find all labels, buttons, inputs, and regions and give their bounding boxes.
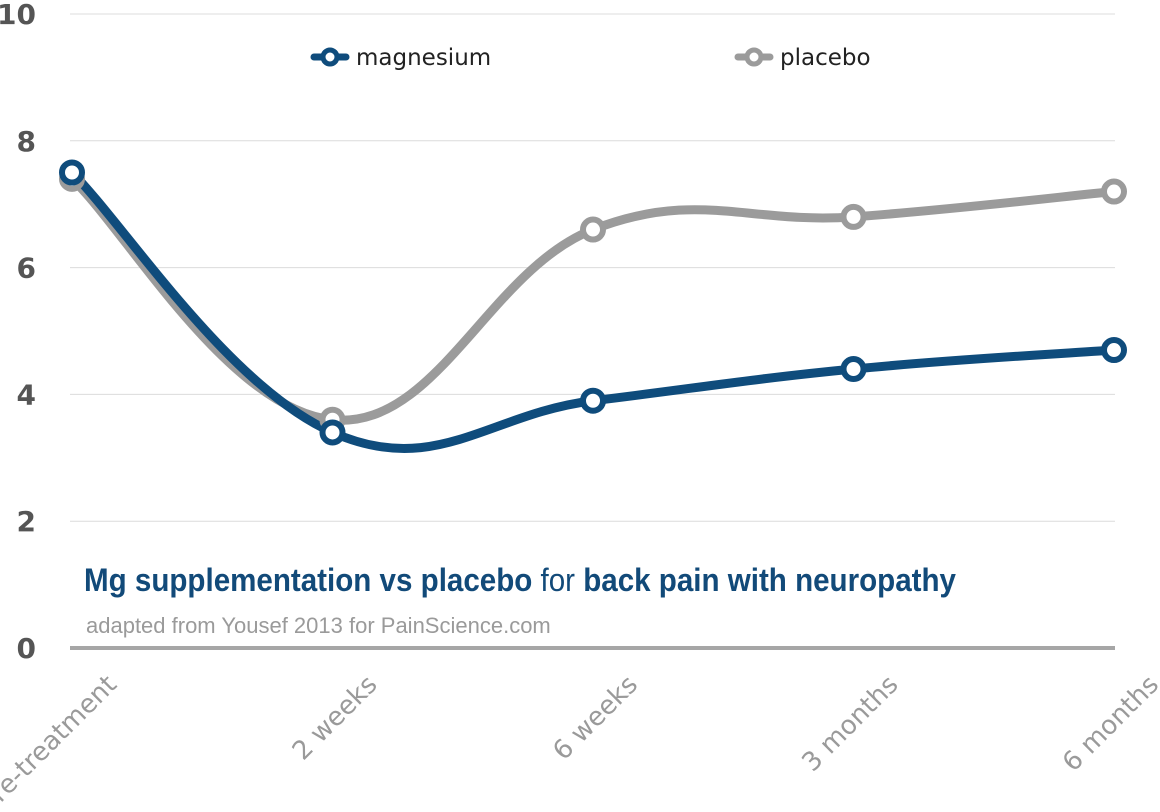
y-tick-label: 0	[17, 632, 36, 665]
x-tick-label: 3 months	[796, 670, 904, 778]
title-part: back pain with neuropathy	[583, 562, 956, 598]
y-tick-label: 6	[17, 252, 36, 285]
legend-label-placebo: placebo	[780, 45, 871, 71]
data-points	[59, 159, 1127, 446]
data-point-placebo	[840, 203, 867, 230]
data-point-placebo	[1101, 178, 1127, 205]
series-lines	[67, 168, 1119, 453]
data-point-magnesium	[840, 356, 867, 383]
data-point-magnesium	[1101, 337, 1127, 364]
chart-title: Mg supplementation vs placebo for back p…	[84, 562, 956, 598]
x-axis-ticks: Pre-treatment 2 weeks 6 weeks 3 months 6 mon…	[0, 670, 1160, 812]
x-tick-label: 6 months	[1057, 670, 1160, 778]
title-part: Mg supplementation vs placebo	[84, 562, 532, 598]
legend-marker-magnesium	[320, 47, 340, 67]
series-line-magnesium	[67, 168, 1119, 453]
data-point-magnesium	[59, 159, 85, 186]
y-axis-ticks: 0 2 4 6 8 10	[0, 0, 36, 665]
data-point-placebo	[580, 216, 606, 243]
x-tick-label: Pre-treatment	[0, 670, 123, 812]
y-tick-label: 10	[0, 0, 36, 31]
x-tick-label: 2 weeks	[287, 670, 384, 767]
data-point-magnesium	[580, 387, 606, 414]
series-line-placebo	[67, 174, 1119, 425]
y-tick-label: 2	[17, 505, 36, 538]
gridlines	[70, 13, 1115, 522]
y-tick-label: 4	[17, 378, 36, 411]
title-part: for	[532, 562, 583, 598]
legend: magnesium placebo	[310, 45, 871, 71]
legend-label-magnesium: magnesium	[356, 45, 491, 71]
x-tick-label: 6 weeks	[547, 670, 644, 767]
data-point-magnesium	[319, 419, 346, 446]
y-tick-label: 8	[17, 125, 36, 158]
legend-marker-placebo	[744, 47, 764, 67]
chart-subtitle: adapted from Yousef 2013 for PainScience…	[86, 613, 551, 638]
